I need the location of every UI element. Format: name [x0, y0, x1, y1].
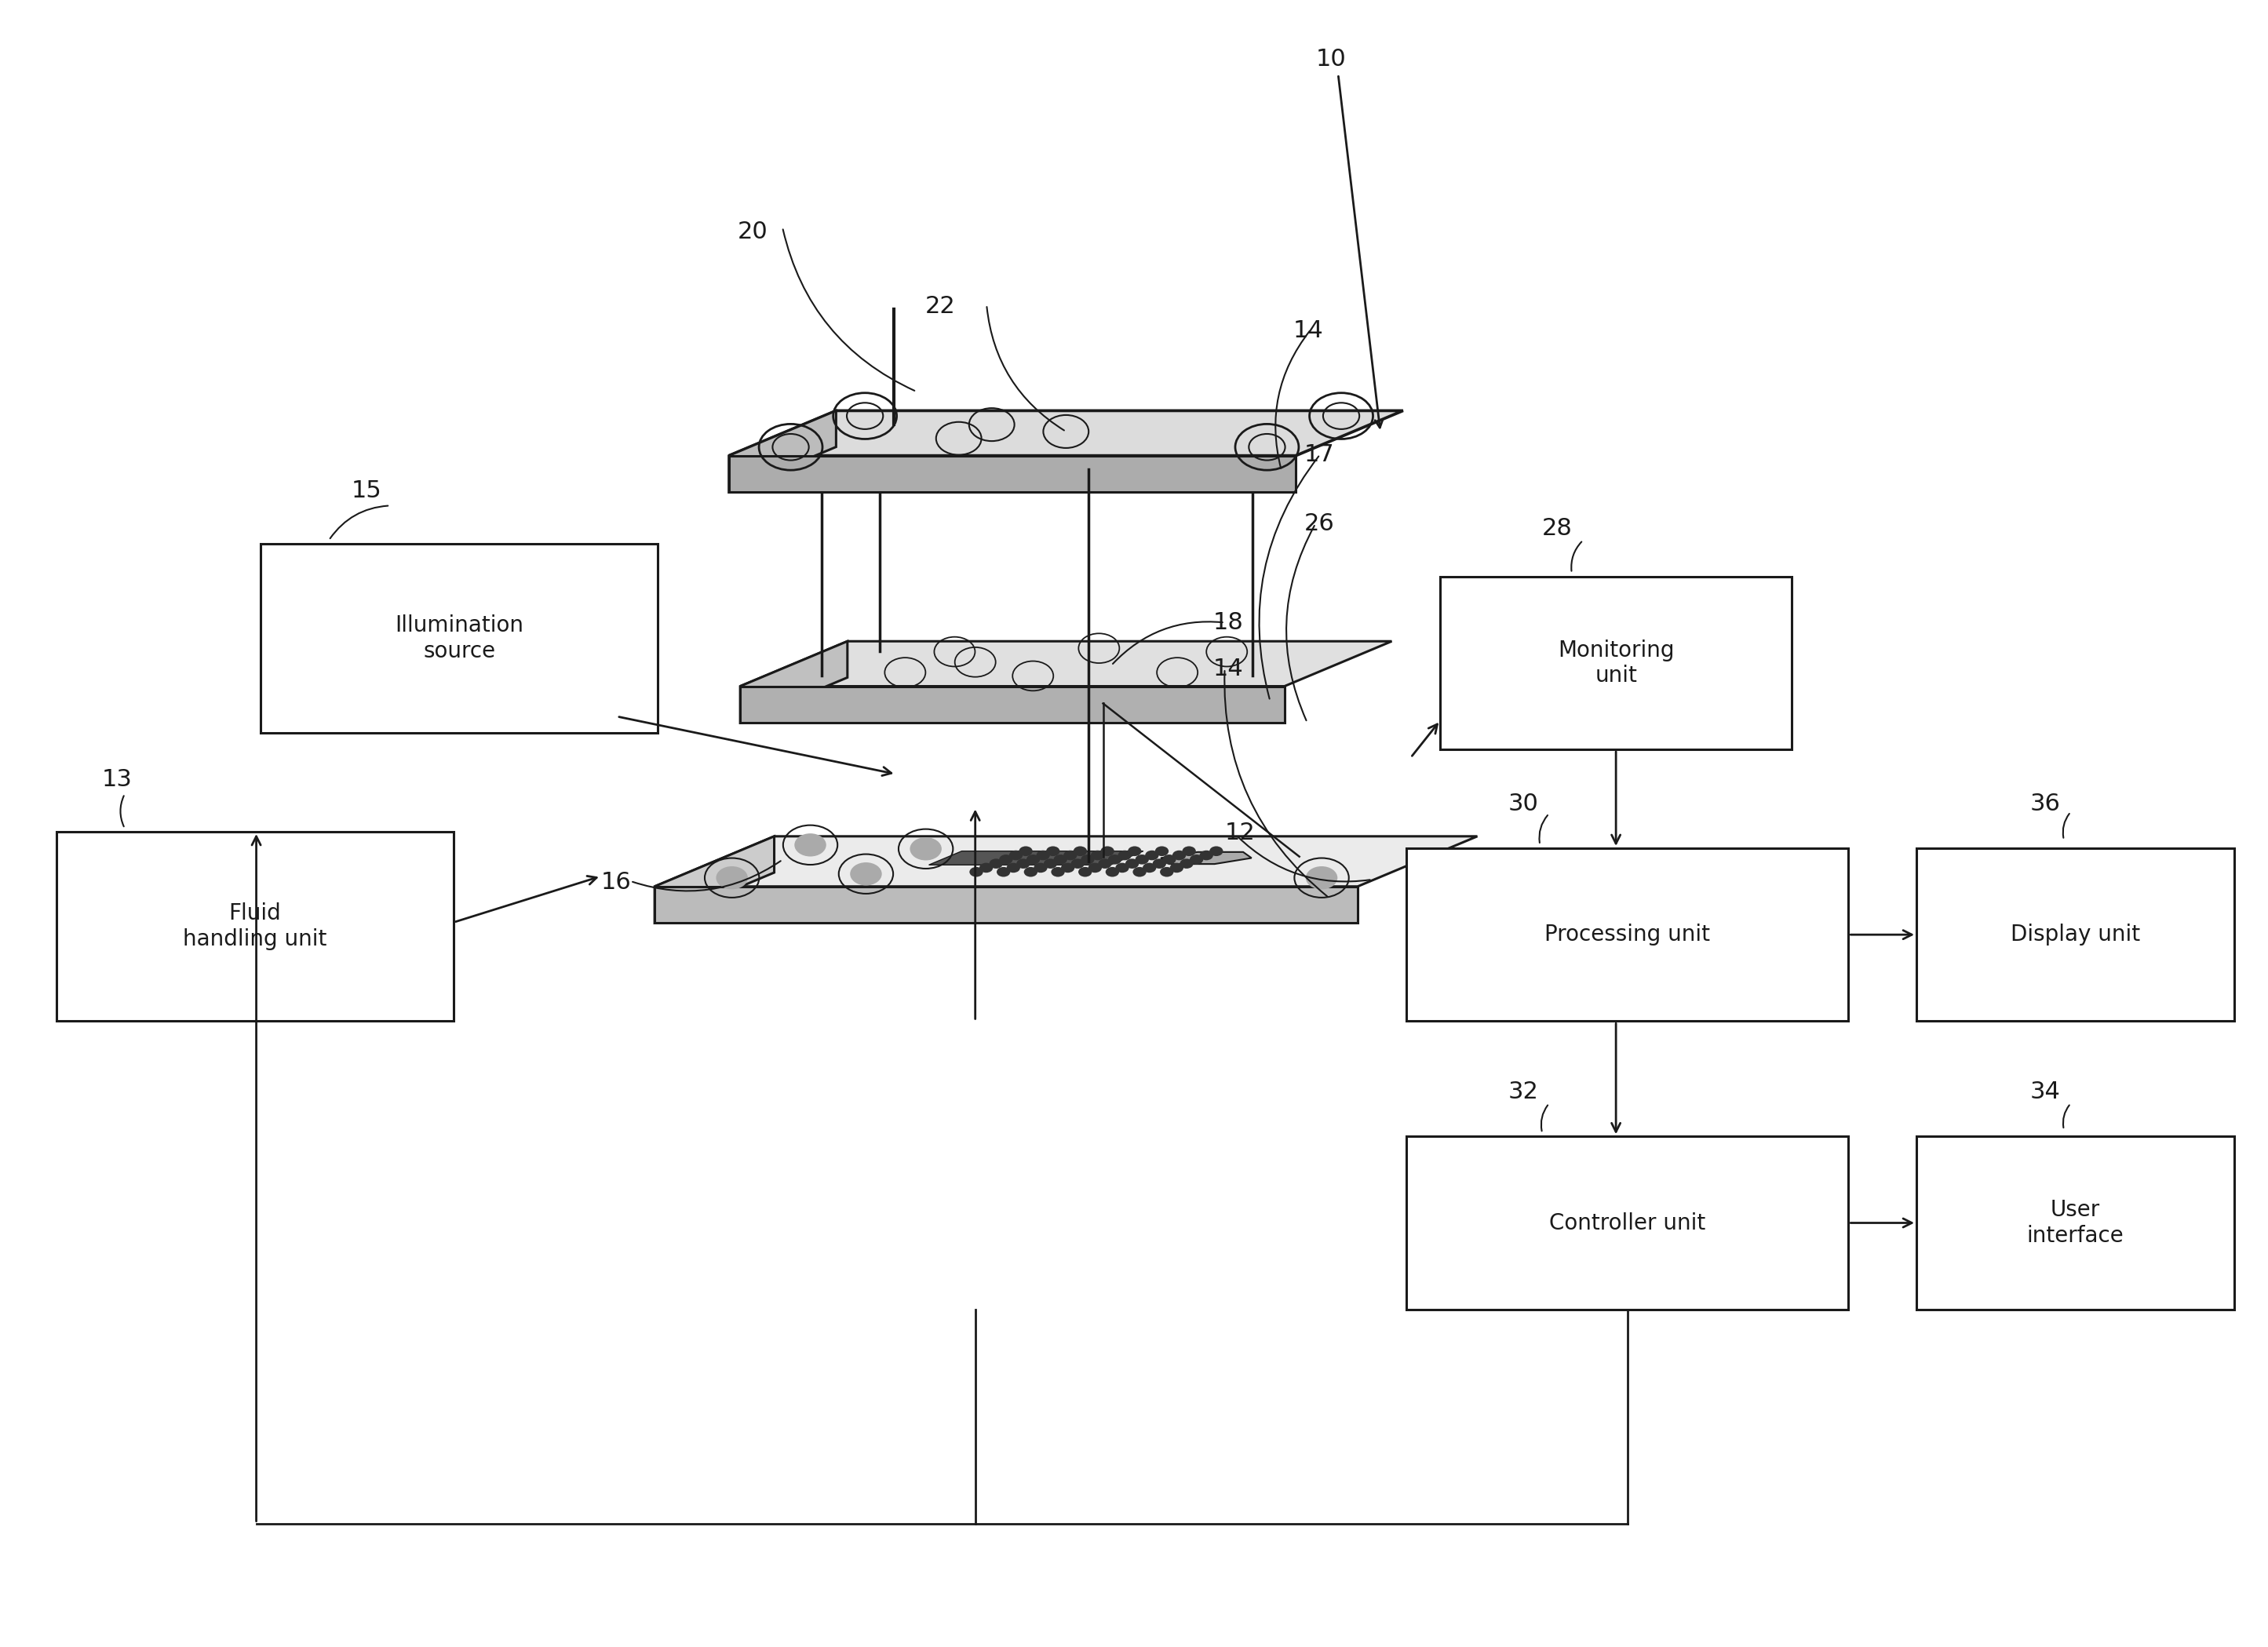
Circle shape	[1125, 858, 1139, 868]
Circle shape	[1109, 855, 1123, 865]
Circle shape	[1200, 850, 1213, 860]
Circle shape	[1179, 858, 1193, 868]
Circle shape	[1082, 855, 1095, 865]
FancyBboxPatch shape	[1916, 848, 2234, 1021]
Polygon shape	[655, 837, 773, 922]
FancyBboxPatch shape	[261, 544, 658, 733]
Circle shape	[1061, 863, 1075, 873]
Circle shape	[1132, 866, 1145, 876]
Circle shape	[1070, 858, 1084, 868]
Text: 14: 14	[1293, 320, 1322, 343]
Text: 18: 18	[1213, 611, 1243, 634]
Circle shape	[1073, 847, 1086, 856]
Text: 32: 32	[1508, 1080, 1538, 1103]
FancyBboxPatch shape	[1916, 1136, 2234, 1309]
FancyBboxPatch shape	[1440, 576, 1792, 749]
Circle shape	[1098, 858, 1111, 868]
Circle shape	[1064, 850, 1077, 860]
Circle shape	[1136, 855, 1150, 865]
FancyBboxPatch shape	[57, 832, 454, 1021]
Polygon shape	[655, 837, 1476, 886]
Circle shape	[1163, 855, 1177, 865]
Text: 20: 20	[737, 221, 767, 244]
Text: Fluid
handling unit: Fluid handling unit	[184, 903, 327, 950]
Circle shape	[1173, 850, 1186, 860]
Circle shape	[1016, 858, 1030, 868]
Circle shape	[909, 837, 941, 860]
Circle shape	[1027, 855, 1041, 865]
Circle shape	[850, 863, 882, 886]
Circle shape	[1306, 866, 1338, 889]
Circle shape	[1091, 850, 1105, 860]
Circle shape	[1043, 858, 1057, 868]
Circle shape	[1127, 847, 1141, 856]
Circle shape	[1046, 847, 1059, 856]
Polygon shape	[1161, 851, 1252, 865]
Circle shape	[989, 858, 1002, 868]
Polygon shape	[739, 641, 1393, 687]
Text: 16: 16	[601, 871, 631, 894]
Text: 30: 30	[1508, 792, 1538, 815]
Polygon shape	[739, 687, 1284, 723]
Circle shape	[1118, 850, 1132, 860]
Polygon shape	[739, 641, 848, 723]
Circle shape	[1009, 850, 1023, 860]
FancyBboxPatch shape	[1406, 1136, 1848, 1309]
Text: 12: 12	[1225, 822, 1254, 845]
Text: Controller unit: Controller unit	[1549, 1212, 1706, 1234]
Text: 28: 28	[1542, 517, 1572, 540]
Circle shape	[1145, 850, 1159, 860]
Text: 17: 17	[1304, 443, 1334, 466]
Circle shape	[1023, 866, 1036, 876]
Circle shape	[1209, 847, 1222, 856]
Circle shape	[980, 863, 993, 873]
Text: 22: 22	[925, 295, 955, 318]
Circle shape	[1089, 863, 1102, 873]
Polygon shape	[655, 886, 1359, 922]
Circle shape	[1034, 863, 1048, 873]
Circle shape	[1154, 847, 1168, 856]
Text: 10: 10	[1315, 48, 1345, 71]
Circle shape	[1191, 855, 1204, 865]
Text: 15: 15	[352, 479, 381, 502]
Circle shape	[1050, 866, 1064, 876]
Polygon shape	[728, 410, 837, 492]
FancyBboxPatch shape	[1406, 848, 1848, 1021]
Text: Processing unit: Processing unit	[1545, 924, 1710, 945]
Circle shape	[1143, 863, 1157, 873]
Circle shape	[1018, 847, 1032, 856]
Circle shape	[1116, 863, 1129, 873]
Polygon shape	[728, 456, 1295, 492]
Circle shape	[996, 866, 1009, 876]
Text: Illumination
source: Illumination source	[395, 614, 524, 662]
Circle shape	[1007, 863, 1021, 873]
Text: 13: 13	[102, 768, 132, 791]
Polygon shape	[930, 851, 1143, 865]
Circle shape	[1170, 863, 1184, 873]
Circle shape	[1077, 866, 1091, 876]
Circle shape	[1105, 866, 1118, 876]
Circle shape	[717, 866, 748, 889]
Circle shape	[1159, 866, 1173, 876]
Circle shape	[968, 866, 982, 876]
Text: Monitoring
unit: Monitoring unit	[1558, 639, 1674, 687]
Text: 36: 36	[2030, 792, 2059, 815]
Circle shape	[1055, 855, 1068, 865]
Circle shape	[1152, 858, 1166, 868]
Polygon shape	[728, 410, 1404, 456]
Circle shape	[794, 833, 826, 856]
Text: 14: 14	[1213, 657, 1243, 680]
Circle shape	[1182, 847, 1195, 856]
Circle shape	[1100, 847, 1114, 856]
Circle shape	[1000, 855, 1014, 865]
Text: User
interface: User interface	[2028, 1199, 2123, 1247]
Text: 26: 26	[1304, 512, 1334, 535]
Text: 34: 34	[2030, 1080, 2059, 1103]
Text: Display unit: Display unit	[2009, 924, 2141, 945]
Circle shape	[1036, 850, 1050, 860]
